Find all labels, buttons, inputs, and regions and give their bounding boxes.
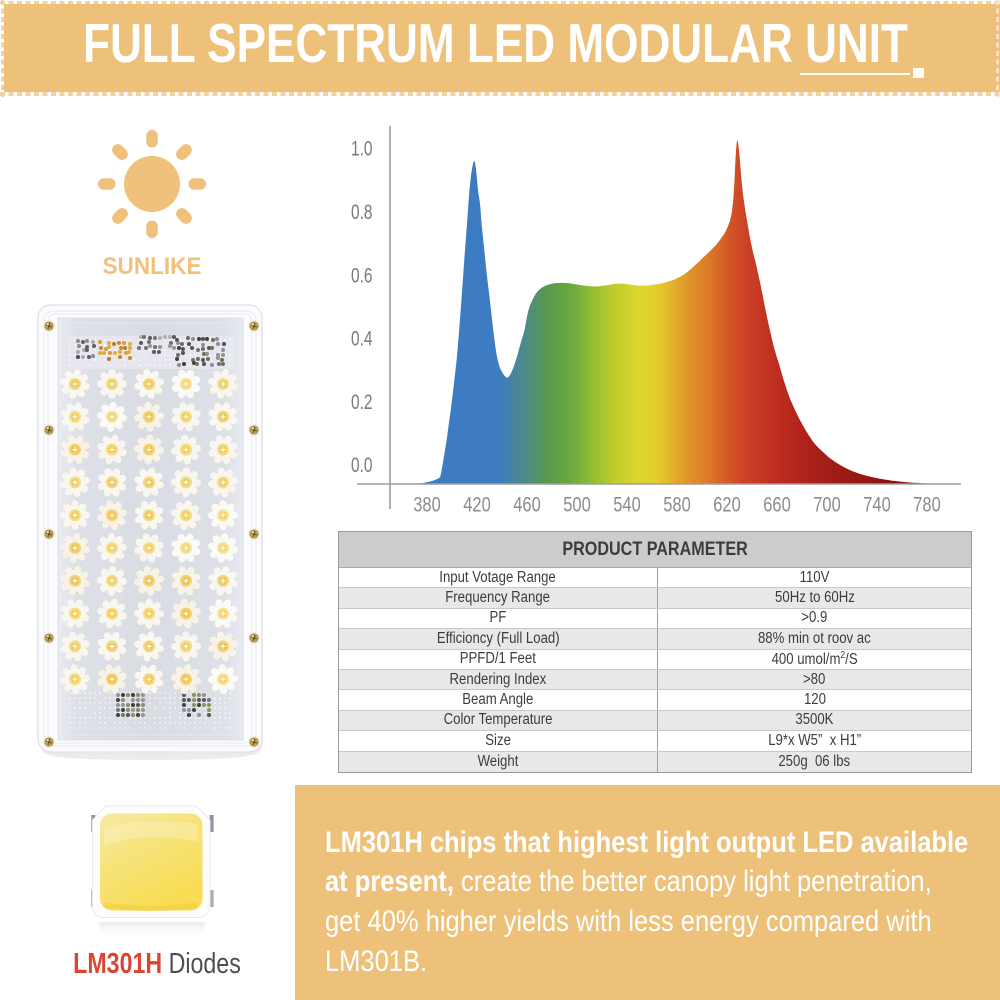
svg-text:0.8: 0.8 <box>351 201 373 224</box>
svg-text:420: 420 <box>463 494 491 517</box>
svg-text:1.0: 1.0 <box>351 138 373 161</box>
svg-text:0.2: 0.2 <box>351 391 373 414</box>
svg-text:740: 740 <box>863 494 891 517</box>
svg-text:700: 700 <box>813 494 841 517</box>
svg-text:500: 500 <box>563 494 591 517</box>
svg-text:0.4: 0.4 <box>351 328 373 351</box>
svg-text:660: 660 <box>763 494 791 517</box>
svg-text:540: 540 <box>613 494 641 517</box>
svg-text:0.6: 0.6 <box>351 264 373 287</box>
svg-text:460: 460 <box>513 494 541 517</box>
svg-text:0.0: 0.0 <box>351 454 373 477</box>
svg-text:780: 780 <box>913 494 941 517</box>
svg-text:380: 380 <box>413 494 441 517</box>
svg-text:580: 580 <box>663 494 691 517</box>
svg-text:620: 620 <box>713 494 741 517</box>
